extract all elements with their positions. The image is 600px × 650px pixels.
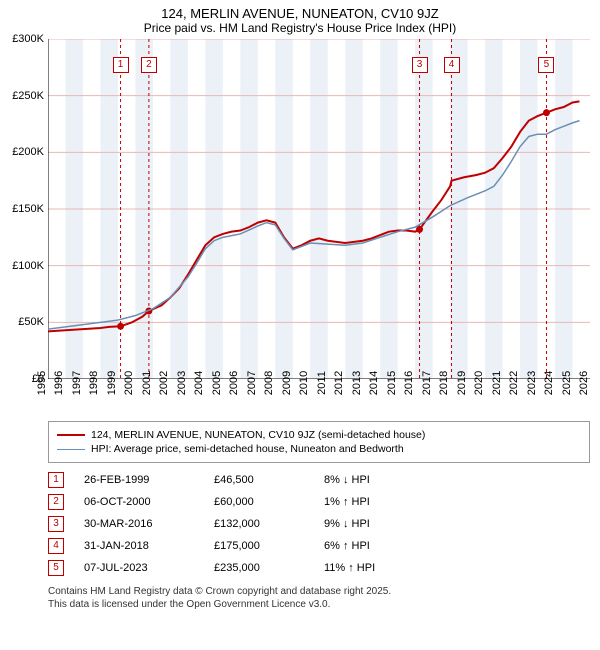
transactions-table: 1 26-FEB-1999 £46,500 8% ↓ HPI 2 06-OCT-… <box>48 469 590 579</box>
xtick-label: 2019 <box>455 371 467 395</box>
xtick-label: 2024 <box>543 371 555 395</box>
plot-svg <box>48 39 590 379</box>
xtick-label: 2025 <box>560 371 572 395</box>
xtick-label: 2007 <box>246 371 258 395</box>
tx-row-marker: 3 <box>48 516 64 532</box>
xtick-label: 2001 <box>141 371 153 395</box>
legend-swatch <box>57 449 85 450</box>
chart-title: 124, MERLIN AVENUE, NUNEATON, CV10 9JZ <box>0 0 600 21</box>
xtick-label: 2015 <box>385 371 397 395</box>
tx-delta: 6% ↑ HPI <box>324 540 434 552</box>
legend-item: 124, MERLIN AVENUE, NUNEATON, CV10 9JZ (… <box>57 428 581 442</box>
tx-date: 07-JUL-2023 <box>84 562 194 574</box>
tx-marker-1: 1 <box>113 57 129 73</box>
ytick-label: £300K <box>12 33 44 45</box>
xtick-label: 2002 <box>158 371 170 395</box>
ytick-label: £50K <box>18 316 44 328</box>
footnote: Contains HM Land Registry data © Crown c… <box>48 585 590 611</box>
xtick-label: 2009 <box>281 371 293 395</box>
xtick-label: 2026 <box>578 371 590 395</box>
legend-label: HPI: Average price, semi-detached house,… <box>91 443 404 455</box>
xtick-label: 1995 <box>36 371 48 395</box>
xtick-label: 2005 <box>211 371 223 395</box>
tx-marker-2: 2 <box>141 57 157 73</box>
tx-price: £60,000 <box>214 496 304 508</box>
tx-date: 26-FEB-1999 <box>84 474 194 486</box>
xtick-label: 2011 <box>316 371 328 395</box>
tx-date: 30-MAR-2016 <box>84 518 194 530</box>
tx-row: 3 30-MAR-2016 £132,000 9% ↓ HPI <box>48 513 590 535</box>
tx-date: 31-JAN-2018 <box>84 540 194 552</box>
xtick-label: 1999 <box>106 371 118 395</box>
xtick-label: 2013 <box>350 371 362 395</box>
tx-delta: 1% ↑ HPI <box>324 496 434 508</box>
ytick-label: £100K <box>12 260 44 272</box>
tx-row-marker: 5 <box>48 560 64 576</box>
legend-swatch <box>57 434 85 436</box>
tx-row: 1 26-FEB-1999 £46,500 8% ↓ HPI <box>48 469 590 491</box>
xtick-label: 2012 <box>333 371 345 395</box>
xtick-label: 2003 <box>176 371 188 395</box>
tx-row: 2 06-OCT-2000 £60,000 1% ↑ HPI <box>48 491 590 513</box>
xtick-label: 2014 <box>368 371 380 395</box>
legend-item: HPI: Average price, semi-detached house,… <box>57 442 581 456</box>
xtick-label: 2016 <box>403 371 415 395</box>
legend: 124, MERLIN AVENUE, NUNEATON, CV10 9JZ (… <box>48 421 590 463</box>
tx-marker-5: 5 <box>538 57 554 73</box>
tx-price: £175,000 <box>214 540 304 552</box>
tx-row: 5 07-JUL-2023 £235,000 11% ↑ HPI <box>48 557 590 579</box>
xtick-label: 2018 <box>438 371 450 395</box>
xtick-label: 2008 <box>263 371 275 395</box>
tx-row-marker: 2 <box>48 494 64 510</box>
xtick-label: 2004 <box>193 371 205 395</box>
tx-row-marker: 1 <box>48 472 64 488</box>
xtick-label: 1997 <box>71 371 83 395</box>
tx-date: 06-OCT-2000 <box>84 496 194 508</box>
xtick-label: 2017 <box>420 371 432 395</box>
tx-price: £132,000 <box>214 518 304 530</box>
xtick-label: 2021 <box>490 371 502 395</box>
xtick-label: 2000 <box>123 371 135 395</box>
tx-row-marker: 4 <box>48 538 64 554</box>
tx-delta: 8% ↓ HPI <box>324 474 434 486</box>
footnote-line-1: Contains HM Land Registry data © Crown c… <box>48 585 590 598</box>
xtick-label: 2006 <box>228 371 240 395</box>
ytick-label: £250K <box>12 90 44 102</box>
footnote-line-2: This data is licensed under the Open Gov… <box>48 598 590 611</box>
tx-marker-3: 3 <box>412 57 428 73</box>
ytick-label: £200K <box>12 146 44 158</box>
xtick-label: 2022 <box>508 371 520 395</box>
tx-marker-4: 4 <box>444 57 460 73</box>
plot-area: £0£50K£100K£150K£200K£250K£300K199519961… <box>48 39 590 379</box>
chart-container: 124, MERLIN AVENUE, NUNEATON, CV10 9JZ P… <box>0 0 600 611</box>
xtick-label: 2023 <box>525 371 537 395</box>
xtick-label: 2010 <box>298 371 310 395</box>
tx-price: £46,500 <box>214 474 304 486</box>
tx-price: £235,000 <box>214 562 304 574</box>
ytick-label: £150K <box>12 203 44 215</box>
tx-delta: 11% ↑ HPI <box>324 562 434 574</box>
tx-row: 4 31-JAN-2018 £175,000 6% ↑ HPI <box>48 535 590 557</box>
chart-subtitle: Price paid vs. HM Land Registry's House … <box>0 21 600 39</box>
tx-delta: 9% ↓ HPI <box>324 518 434 530</box>
xtick-label: 2020 <box>473 371 485 395</box>
xtick-label: 1998 <box>88 371 100 395</box>
xtick-label: 1996 <box>53 371 65 395</box>
legend-label: 124, MERLIN AVENUE, NUNEATON, CV10 9JZ (… <box>91 429 425 441</box>
